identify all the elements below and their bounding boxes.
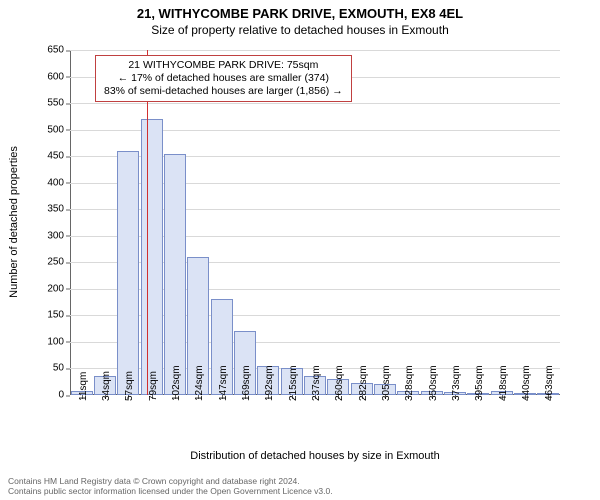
- gridline: [70, 103, 560, 104]
- y-tick-label: 100: [47, 336, 70, 347]
- y-tick-label: 600: [47, 71, 70, 82]
- chart-title-block: 21, WITHYCOMBE PARK DRIVE, EXMOUTH, EX8 …: [0, 0, 600, 37]
- footer-copyright: Contains HM Land Registry data © Crown c…: [8, 476, 333, 486]
- y-tick-label: 150: [47, 310, 70, 321]
- property-annotation-box: 21 WITHYCOMBE PARK DRIVE: 75sqm ← 17% of…: [95, 55, 352, 102]
- attribution-footer: Contains HM Land Registry data © Crown c…: [8, 476, 333, 496]
- histogram-bar: [141, 119, 163, 395]
- title-subtitle: Size of property relative to detached ho…: [0, 23, 600, 37]
- y-tick-label: 500: [47, 124, 70, 135]
- y-tick-label: 200: [47, 283, 70, 294]
- x-tick-label: 260sqm: [334, 365, 345, 401]
- annotation-property-size: 21 WITHYCOMBE PARK DRIVE: 75sqm: [104, 59, 343, 72]
- x-tick-label: 192sqm: [264, 365, 275, 401]
- y-tick-label: 550: [47, 98, 70, 109]
- x-tick-label: 418sqm: [498, 365, 509, 401]
- x-tick-label: 79sqm: [148, 371, 159, 401]
- y-tick-label: 350: [47, 204, 70, 215]
- x-tick-label: 305sqm: [381, 365, 392, 401]
- x-tick-label: 463sqm: [544, 365, 555, 401]
- x-tick-label: 282sqm: [358, 365, 369, 401]
- x-tick-label: 34sqm: [101, 371, 112, 401]
- x-tick-label: 169sqm: [241, 365, 252, 401]
- gridline: [70, 50, 560, 51]
- y-tick-label: 450: [47, 151, 70, 162]
- histogram-bar: [164, 154, 186, 396]
- y-tick-label: 0: [58, 390, 70, 401]
- footer-licence: Contains public sector information licen…: [8, 486, 333, 496]
- x-tick-label: 215sqm: [288, 365, 299, 401]
- y-tick-label: 650: [47, 45, 70, 56]
- x-tick-label: 350sqm: [428, 365, 439, 401]
- x-tick-label: 57sqm: [124, 371, 135, 401]
- y-tick-label: 300: [47, 230, 70, 241]
- title-address: 21, WITHYCOMBE PARK DRIVE, EXMOUTH, EX8 …: [0, 6, 600, 21]
- x-tick-label: 440sqm: [521, 365, 532, 401]
- y-tick-label: 400: [47, 177, 70, 188]
- annotation-smaller-pct: ← 17% of detached houses are smaller (37…: [104, 72, 343, 85]
- x-tick-label: 373sqm: [451, 365, 462, 401]
- y-tick-label: 250: [47, 257, 70, 268]
- x-tick-label: 147sqm: [218, 365, 229, 401]
- x-tick-label: 124sqm: [194, 365, 205, 401]
- x-axis-label: Distribution of detached houses by size …: [70, 450, 560, 462]
- histogram-bar: [117, 151, 139, 395]
- x-tick-label: 395sqm: [474, 365, 485, 401]
- y-axis-label: Number of detached properties: [8, 146, 20, 298]
- x-tick-label: 102sqm: [171, 365, 182, 401]
- x-tick-label: 11sqm: [78, 372, 89, 401]
- annotation-larger-pct: 83% of semi-detached houses are larger (…: [104, 85, 343, 98]
- x-tick-label: 237sqm: [311, 365, 322, 401]
- x-tick-label: 328sqm: [404, 365, 415, 401]
- y-axis-line: [70, 50, 71, 395]
- y-tick-label: 50: [53, 363, 70, 374]
